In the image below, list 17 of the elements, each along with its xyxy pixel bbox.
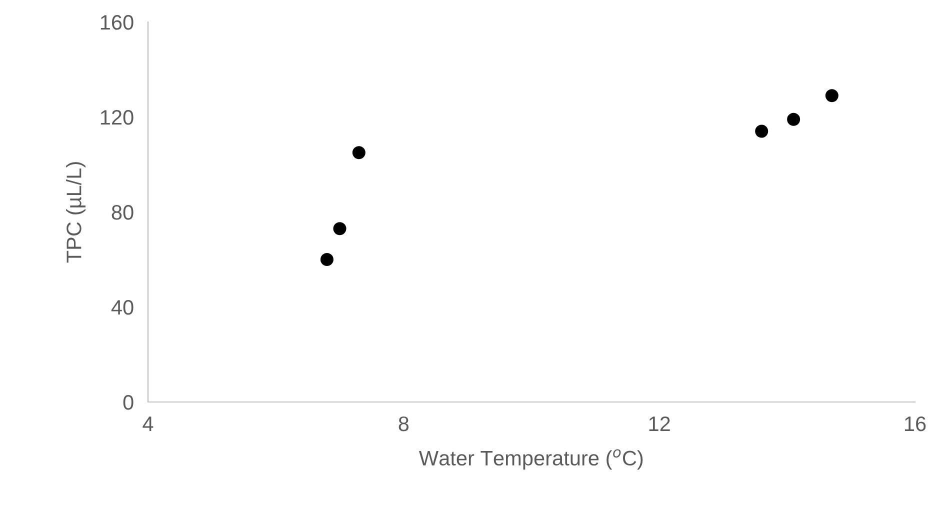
point [825, 89, 838, 102]
y-tick-label: 40 [111, 300, 134, 315]
x-tick-label: 8 [398, 416, 409, 432]
y-tick-label: 0 [123, 395, 134, 410]
x-tick-label: 16 [905, 416, 926, 432]
y-tick-label: 80 [112, 205, 134, 220]
point [352, 146, 366, 160]
y-axis-title: TPC (µL/L) [66, 162, 86, 263]
point [755, 124, 768, 138]
y-tick-label: 160 [100, 15, 134, 30]
x-axis-title: Water Temperature ($^{o}$C) [418, 449, 643, 470]
point [333, 222, 346, 236]
point [320, 252, 334, 266]
x-tick-label: 12 [649, 416, 670, 431]
point [787, 112, 800, 126]
y-tick-label: 120 [100, 110, 134, 125]
x-tick-label: 4 [142, 416, 154, 431]
